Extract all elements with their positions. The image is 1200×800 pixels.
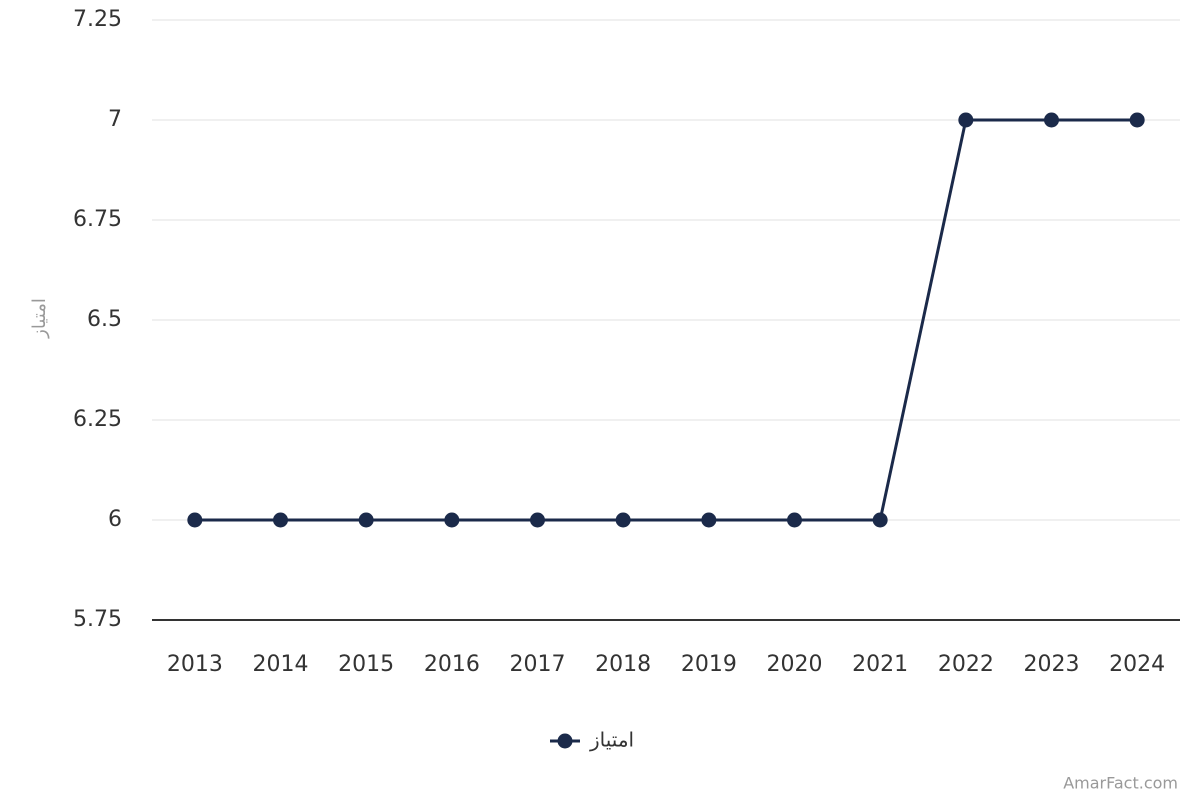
point: [872, 512, 888, 528]
x-tick-label: 2016: [424, 652, 480, 677]
point: [701, 512, 717, 528]
y-tick-label: 6: [108, 507, 122, 532]
x-tick-label: 2024: [1109, 652, 1165, 677]
point: [358, 512, 374, 528]
y-tick-label: 7.25: [73, 7, 122, 32]
point: [444, 512, 460, 528]
y-axis-label: امتیاز: [29, 298, 50, 339]
x-tick-label: 2022: [938, 652, 994, 677]
y-tick-label: 7: [108, 107, 122, 132]
x-tick-label: 2018: [595, 652, 651, 677]
point: [1044, 112, 1059, 128]
legend-label: امتیاز: [589, 728, 634, 752]
point: [958, 112, 974, 128]
x-tick-label: 2019: [681, 652, 737, 677]
point: [187, 512, 203, 528]
x-tick-label: 2014: [253, 652, 309, 677]
point: [615, 512, 631, 528]
point: [787, 512, 802, 528]
y-tick-label: 5.75: [73, 607, 122, 632]
x-tick-label: 2020: [767, 652, 823, 677]
x-tick-label: 2015: [338, 652, 394, 677]
point: [273, 512, 288, 528]
x-tick-label: 2021: [852, 652, 908, 677]
y-tick-label: 6.75: [73, 207, 122, 232]
line: [194, 118, 1138, 522]
x-tick-label: 2013: [167, 652, 223, 677]
y-tick-label: 6.25: [73, 407, 122, 432]
watermark: AmarFact.com: [1063, 774, 1178, 793]
legend-marker: [557, 733, 573, 749]
point: [1129, 112, 1145, 128]
x-tick-label: 2017: [510, 652, 566, 677]
y-tick-label: 6.5: [87, 307, 122, 332]
x-tick-label: 2023: [1024, 652, 1080, 677]
point: [530, 512, 545, 528]
